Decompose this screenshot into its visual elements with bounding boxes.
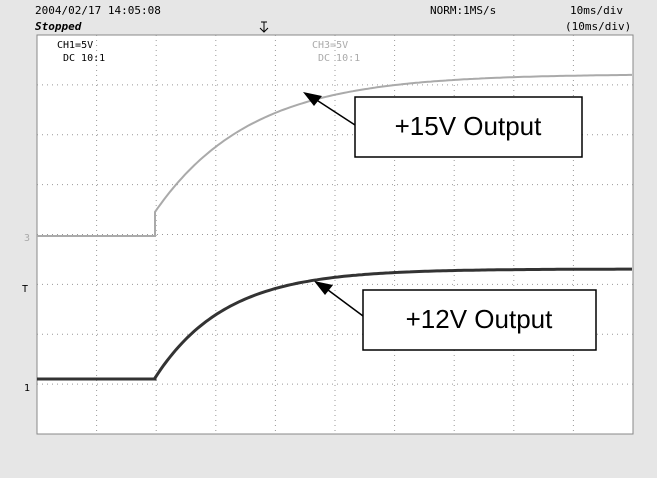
trigger-marker: T: [22, 284, 28, 295]
annotation: +12V Output: [406, 304, 553, 334]
arrow-line: [323, 286, 364, 317]
ch1-coupling: DC 10:1: [63, 53, 105, 64]
arrow-line: [311, 96, 356, 126]
ch3-scale: CH3=5V: [312, 40, 348, 51]
ch3-trace: [37, 73, 632, 237]
timebase: 10ms/div: [570, 4, 623, 17]
sample-rate: NORM:1MS/s: [430, 4, 496, 17]
ch3-coupling: DC 10:1: [318, 53, 360, 64]
ch1-marker: 1: [24, 383, 30, 394]
arrow-head: [314, 281, 333, 295]
annotation-box: [354, 96, 583, 158]
annotation-box: [362, 289, 597, 351]
ch1-scale: CH1=5V: [57, 40, 93, 51]
timestamp: 2004/02/17 14:05:08: [35, 4, 161, 17]
arrow-head: [303, 92, 322, 106]
trigger-position: [259, 21, 269, 33]
ch3-marker: 3: [24, 233, 30, 244]
timebase-sub: (10ms/div): [565, 20, 631, 33]
status: Stopped: [35, 20, 82, 33]
annotation: +15V Output: [395, 111, 542, 141]
ch1-trace: [37, 267, 632, 381]
